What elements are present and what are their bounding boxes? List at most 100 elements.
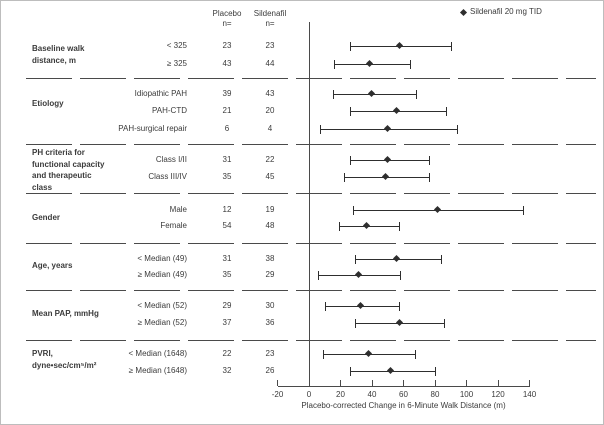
ci-cap-left bbox=[338, 222, 340, 231]
ci-cap-left bbox=[320, 125, 322, 134]
ci-cap-right bbox=[416, 90, 418, 99]
placebo-n-value: 31 bbox=[222, 155, 232, 164]
ci-cap-right bbox=[400, 271, 402, 280]
point-estimate-diamond bbox=[355, 270, 363, 279]
x-axis-tick-label: 40 bbox=[367, 390, 377, 399]
ci-cap-left bbox=[353, 206, 355, 215]
ci-cap-left bbox=[318, 271, 320, 280]
point-estimate-diamond bbox=[393, 106, 401, 115]
ci-cap-right bbox=[398, 302, 400, 311]
x-axis-tick bbox=[466, 380, 467, 386]
row-label: < Median (52) bbox=[137, 301, 187, 310]
sildenafil-n-value: 23 bbox=[265, 349, 275, 358]
sildenafil-n-equals-label: n= bbox=[265, 19, 275, 28]
x-axis-title: Placebo-corrected Change in 6-Minute Wal… bbox=[301, 401, 506, 410]
point-estimate-diamond bbox=[386, 366, 394, 375]
placebo-header-label: Placebo bbox=[212, 9, 242, 18]
ci-cap-left bbox=[334, 60, 336, 69]
ci-cap-left bbox=[349, 107, 351, 116]
ci-cap-left bbox=[323, 350, 325, 359]
ci-cap-right bbox=[523, 206, 525, 215]
x-axis-tick bbox=[529, 380, 530, 386]
x-axis-tick bbox=[277, 380, 278, 386]
sildenafil-n-value: 26 bbox=[265, 366, 275, 375]
row-label: ≥ Median (49) bbox=[137, 270, 187, 279]
group-separator-line bbox=[26, 290, 596, 291]
point-estimate-diamond bbox=[356, 301, 365, 310]
group-label: Gender bbox=[32, 213, 61, 222]
placebo-n-value: 22 bbox=[222, 349, 232, 358]
legend: Sildenafil 20 mg TID bbox=[459, 7, 542, 17]
sildenafil-n-value: 23 bbox=[265, 41, 275, 50]
placebo-n-value: 32 bbox=[222, 366, 232, 375]
group-separator-line bbox=[26, 340, 596, 341]
row-label: PAH-surgical repair bbox=[118, 124, 187, 133]
row-label: Class I/II bbox=[155, 155, 187, 164]
column-header-sildenafil: Sildenafil n= bbox=[247, 9, 293, 29]
sildenafil-n-value: 20 bbox=[265, 106, 275, 115]
ci-cap-left bbox=[332, 90, 334, 99]
ci-cap-left bbox=[354, 319, 356, 328]
sildenafil-n-value: 45 bbox=[265, 172, 275, 181]
placebo-n-value: 54 bbox=[222, 221, 232, 230]
point-estimate-diamond bbox=[396, 41, 404, 50]
group-separator-line bbox=[26, 144, 596, 145]
placebo-n-value: 39 bbox=[222, 89, 232, 98]
point-estimate-diamond bbox=[382, 172, 390, 181]
sildenafil-n-value: 48 bbox=[265, 221, 275, 230]
x-axis-line bbox=[277, 386, 530, 387]
placebo-n-equals-label: n= bbox=[222, 19, 232, 28]
group-label: Age, years bbox=[32, 261, 73, 270]
row-label: < Median (49) bbox=[137, 254, 187, 263]
ci-cap-right bbox=[414, 350, 416, 359]
x-axis-tick bbox=[497, 380, 499, 386]
diamond-icon bbox=[459, 8, 468, 16]
ci-cap-right bbox=[441, 255, 443, 264]
placebo-n-value: 43 bbox=[222, 59, 232, 68]
placebo-n-value: 35 bbox=[222, 172, 232, 181]
point-estimate-diamond bbox=[396, 318, 404, 327]
sildenafil-n-value: 43 bbox=[265, 89, 275, 98]
row-label: PAH-CTD bbox=[152, 106, 187, 115]
ci-cap-left bbox=[349, 367, 351, 376]
legend-label: Sildenafil 20 mg TID bbox=[470, 7, 542, 16]
point-estimate-diamond bbox=[383, 124, 391, 133]
row-label: Male bbox=[169, 205, 187, 214]
ci-cap-right bbox=[398, 222, 400, 231]
x-axis-tick-label: 0 bbox=[306, 390, 312, 399]
ci-cap-left bbox=[349, 42, 351, 51]
x-axis-tick bbox=[371, 380, 373, 386]
placebo-n-value: 6 bbox=[224, 124, 230, 133]
placebo-n-value: 23 bbox=[222, 41, 232, 50]
ci-cap-right bbox=[444, 319, 446, 328]
sildenafil-n-value: 19 bbox=[265, 205, 275, 214]
x-axis-tick-label: 80 bbox=[430, 390, 440, 399]
sildenafil-n-value: 4 bbox=[267, 124, 273, 133]
placebo-n-value: 31 bbox=[222, 254, 232, 263]
x-axis-tick bbox=[308, 380, 310, 386]
sildenafil-n-value: 44 bbox=[265, 59, 275, 68]
row-label: < Median (1648) bbox=[128, 349, 187, 358]
ci-cap-right bbox=[457, 125, 459, 134]
row-label: ≥ Median (1648) bbox=[128, 366, 187, 375]
group-separator-line bbox=[26, 78, 596, 79]
row-label: ≥ Median (52) bbox=[137, 318, 187, 327]
x-axis-tick-label: 60 bbox=[399, 390, 408, 399]
point-estimate-diamond bbox=[393, 254, 401, 263]
group-label: PVRI, dyne•sec/cm⁵/m² bbox=[32, 349, 97, 370]
group-label: Mean PAP, mmHg bbox=[32, 309, 99, 318]
point-estimate-diamond bbox=[383, 155, 391, 164]
x-axis-tick-label: 100 bbox=[459, 390, 474, 399]
sildenafil-header-label: Sildenafil bbox=[253, 9, 287, 18]
ci-bar bbox=[332, 94, 417, 95]
ci-cap-left bbox=[349, 156, 351, 165]
sildenafil-n-value: 30 bbox=[265, 301, 275, 310]
point-estimate-diamond bbox=[366, 59, 374, 68]
x-axis-tick-label: 140 bbox=[522, 390, 537, 399]
placebo-n-value: 29 bbox=[222, 301, 232, 310]
group-label: Baseline walk distance, m bbox=[32, 44, 85, 65]
point-estimate-diamond bbox=[363, 221, 371, 230]
group-separator-line bbox=[26, 243, 596, 244]
sildenafil-n-value: 36 bbox=[265, 318, 275, 327]
placebo-n-value: 12 bbox=[222, 205, 232, 214]
